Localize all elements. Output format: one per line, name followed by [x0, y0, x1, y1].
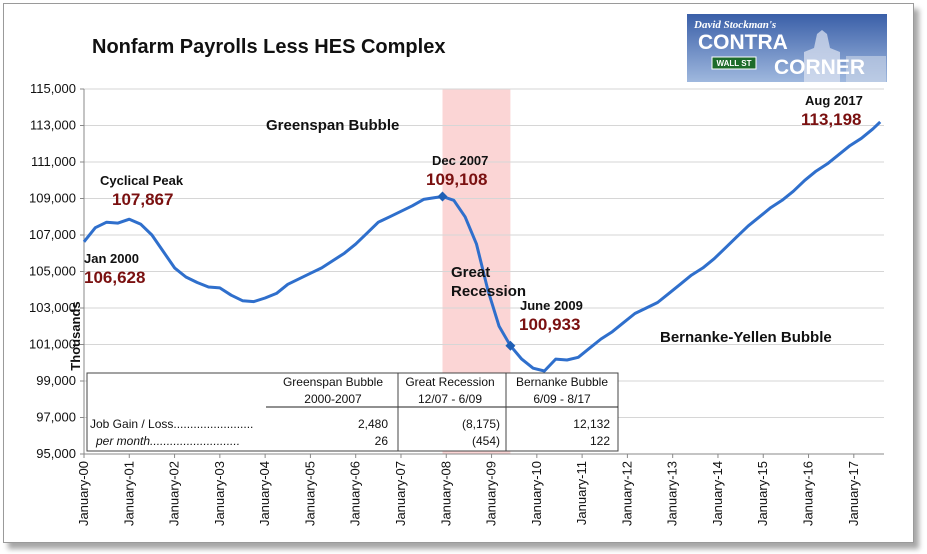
data-point-marker [505, 340, 516, 351]
y-tick-label: 111,000 [31, 154, 76, 169]
peak-value: 107,867 [112, 190, 173, 209]
x-tick-label: January-07 [393, 461, 408, 526]
x-tick-label: January-02 [167, 461, 182, 526]
y-tick-label: 99,000 [36, 373, 76, 388]
x-tick-label: January-17 [846, 461, 861, 526]
x-tick-label: January-06 [348, 461, 363, 526]
x-tick-label: January-15 [755, 461, 770, 526]
x-tick-label: January-03 [212, 461, 227, 526]
y-tick-label: 107,000 [29, 227, 76, 242]
table-header-3-line1: Bernanke Bubble [516, 375, 608, 389]
x-tick-label: January-04 [257, 461, 272, 526]
data-point-marker [437, 191, 448, 202]
peak-label: Cyclical Peak [100, 173, 184, 188]
x-tick-label: January-00 [76, 461, 91, 526]
great-recession-line2: Recession [451, 283, 526, 300]
y-tick-label: 103,000 [29, 300, 76, 315]
table-row-1-value-3: 12,132 [573, 417, 610, 431]
y-axis-label: Thousands [68, 301, 83, 370]
x-tick-label: January-09 [484, 461, 499, 526]
table-row-1-label: Job Gain / Loss........................ [90, 417, 253, 431]
contra-corner-logo: David Stockman's CONTRA WALL ST CORNER [687, 14, 887, 82]
bernanke-label: Bernanke-Yellen Bubble [660, 329, 832, 346]
great-recession-line1: Great [451, 264, 490, 281]
jan2000-label: Jan 2000 [84, 251, 139, 266]
table-header-3-line2: 6/09 - 8/17 [533, 392, 591, 406]
jan2000-value: 106,628 [84, 268, 145, 287]
x-tick-label: January-10 [529, 461, 544, 526]
aug2017-value: 113,198 [801, 110, 862, 129]
x-axis-ticks: January-00 January-01 January-02 January-03… [76, 454, 861, 526]
y-tick-label: 105,000 [29, 264, 76, 279]
x-tick-label: January-05 [302, 461, 317, 526]
x-tick-label: January-11 [574, 461, 589, 525]
x-tick-label: January-08 [438, 461, 453, 526]
y-tick-label: 109,000 [29, 191, 76, 206]
point-markers [437, 191, 516, 351]
logo-sign: WALL ST [717, 59, 752, 68]
y-tick-label: 115,000 [30, 81, 76, 96]
logo-line3: CORNER [774, 56, 865, 79]
chart-frame: 95,000 97,000 99,000 101,000 103,000 105,000 1… [3, 3, 914, 543]
aug2017-label: Aug 2017 [805, 93, 863, 108]
series-line [82, 120, 882, 373]
x-tick-label: January-13 [665, 461, 680, 526]
table-row-2-label: per month........................... [95, 434, 240, 448]
table-row-2-value-2: (454) [472, 434, 500, 448]
dec2007-label: Dec 2007 [432, 153, 488, 168]
june2009-value: 100,933 [519, 315, 580, 334]
y-tick-label: 95,000 [36, 446, 76, 461]
logo-line2: CONTRA [698, 31, 788, 54]
y-tick-label: 97,000 [36, 410, 76, 425]
table-row-1-value-1: 2,480 [358, 417, 388, 431]
y-tick-label: 101,000 [29, 337, 76, 352]
x-tick-label: January-14 [710, 461, 725, 526]
x-tick-label: January-12 [619, 461, 634, 526]
y-tick-label: 113,000 [30, 118, 76, 133]
summary-table: Greenspan Bubble 2000-2007 Great Recessi… [86, 372, 619, 452]
dec2007-value: 109,108 [426, 170, 487, 189]
y-axis-ticks: 95,000 97,000 99,000 101,000 103,000 105,000 1… [29, 81, 84, 461]
table-header-1-line2: 2000-2007 [304, 392, 362, 406]
table-row-2-value-1: 26 [375, 434, 389, 448]
x-tick-label: January-16 [801, 461, 816, 526]
table-header-2-line1: Great Recession [405, 375, 494, 389]
table-header-2-line2: 12/07 - 6/09 [418, 392, 482, 406]
chart-title: Nonfarm Payrolls Less HES Complex [92, 36, 445, 58]
table-row-2-value-3: 122 [590, 434, 610, 448]
table-header-1-line1: Greenspan Bubble [283, 375, 383, 389]
x-tick-label: January-01 [121, 461, 136, 526]
table-row-1-value-2: (8,175) [462, 417, 500, 431]
logo-line1: David Stockman's [693, 19, 776, 31]
june2009-label: June 2009 [520, 298, 583, 313]
payrolls-chart: 95,000 97,000 99,000 101,000 103,000 105,000 1… [29, 14, 887, 526]
greenspan-label: Greenspan Bubble [266, 117, 399, 134]
